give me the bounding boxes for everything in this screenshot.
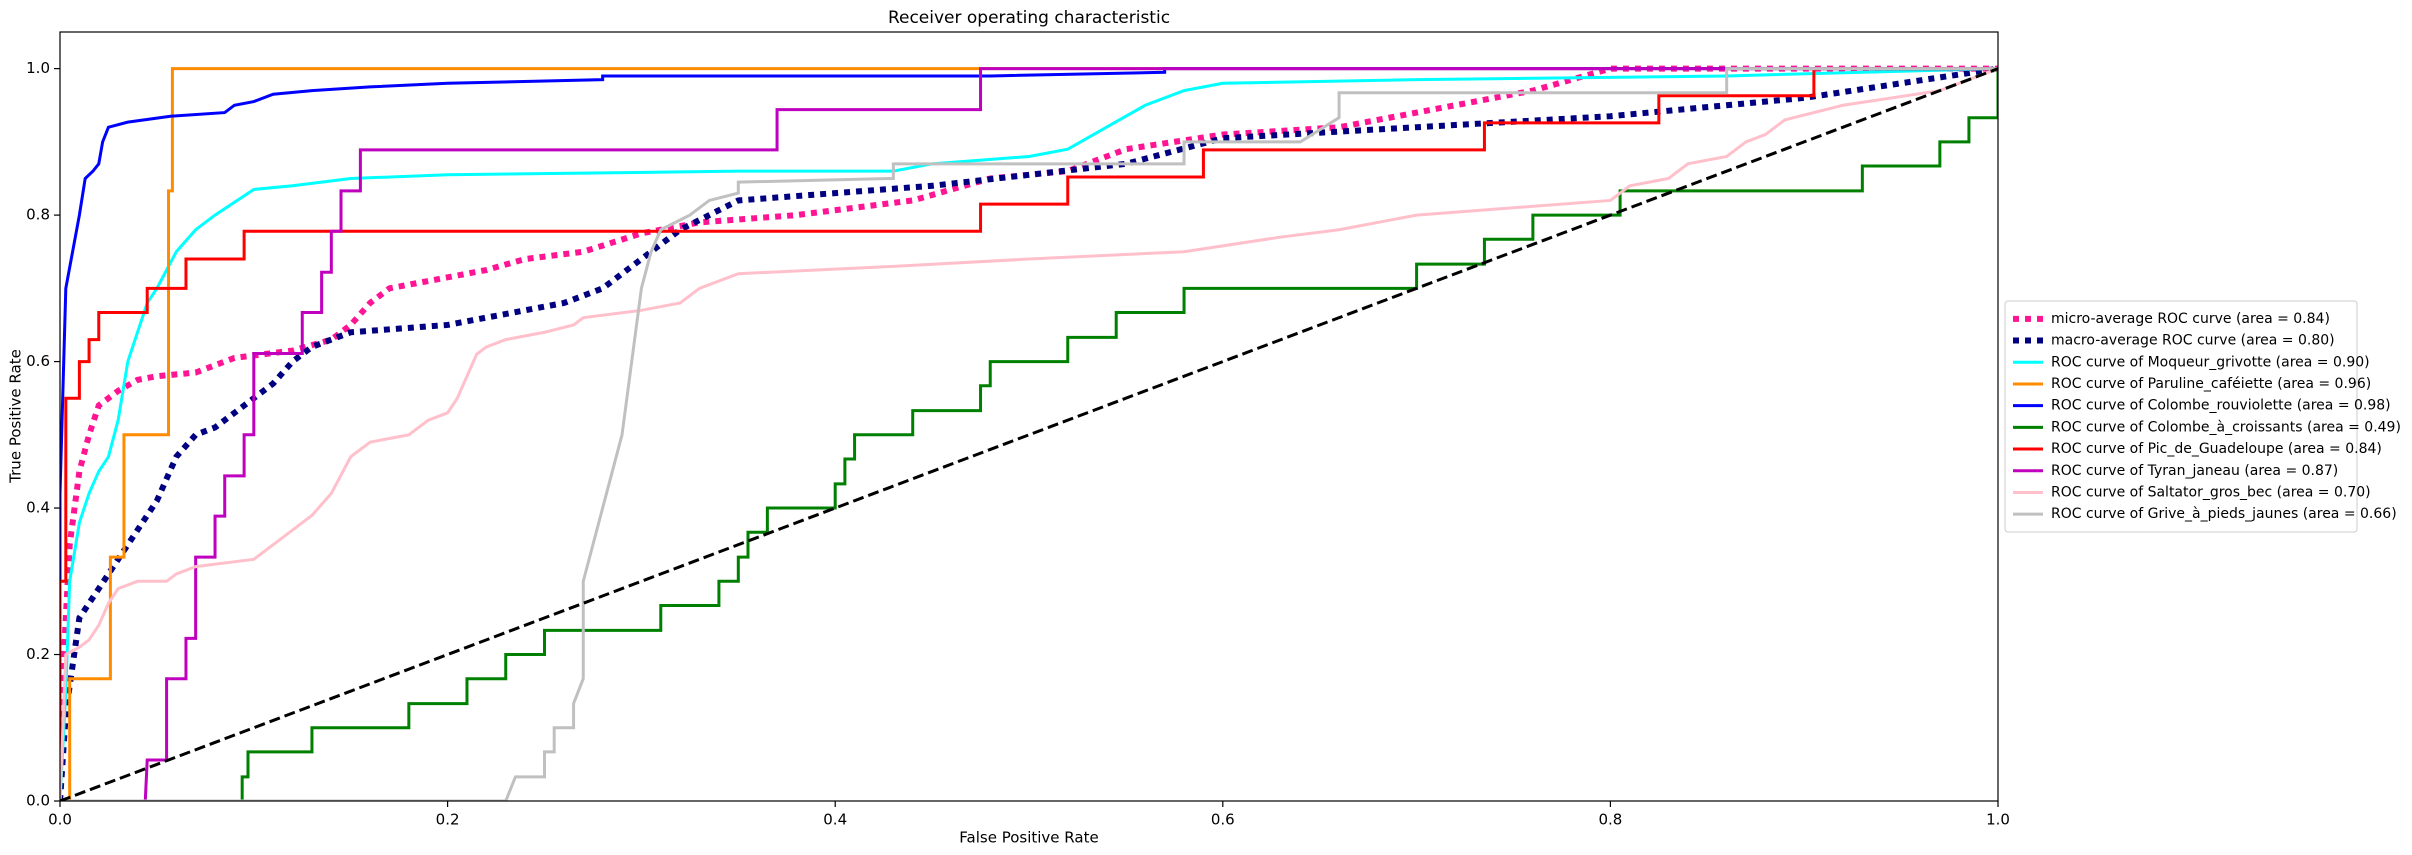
y-tick-label: 0.8 [26,206,50,224]
legend-label: macro-average ROC curve (area = 0.80) [2051,333,2335,349]
x-tick-label: 0.4 [823,811,847,829]
x-tick-label: 0.8 [1598,811,1622,829]
plot-frame [59,31,1999,802]
x-tick-label: 0.6 [1211,811,1235,829]
y-tick-label: 0.2 [26,645,50,663]
roc-curve [60,67,1998,801]
roc-curve [60,67,1998,801]
roc-curve [60,67,1998,801]
x-axis-label: False Positive Rate [959,829,1098,847]
y-tick-label: 1.0 [26,59,50,77]
x-tick-label: 1.0 [1986,811,2010,829]
x-tick-label: 0.2 [436,811,460,829]
legend-label: ROC curve of Tyran_janeau (area = 0.87) [2051,463,2338,479]
legend-label: ROC curve of Grive_à_pieds_jaunes (area … [2051,506,2397,522]
roc-curve [143,67,1998,801]
roc-curve [60,67,1998,801]
roc-curve [240,68,1998,801]
chart-title: Receiver operating characteristic [888,8,1170,28]
y-tick-label: 0.4 [26,499,50,517]
legend-label: ROC curve of Paruline_caféiette (area = … [2051,376,2371,392]
legend-label: ROC curve of Colombe_à_croissants (area … [2051,419,2401,435]
roc-curve [60,67,1998,801]
legend-label: micro-average ROC curve (area = 0.84) [2051,311,2330,327]
roc-curve [60,67,1998,801]
roc-curve [60,65,1998,801]
legend-label: ROC curve of Colombe_rouviolette (area =… [2051,398,2391,414]
y-axis-label: True Positive Rate [7,349,25,484]
y-tick-label: 0.0 [26,792,50,810]
legend-label: ROC curve of Moqueur_grivotte (area = 0.… [2051,354,2370,370]
legend-label: ROC curve of Pic_de_Guadeloupe (area = 0… [2051,441,2382,457]
roc-curve [60,65,1998,801]
legend-label: ROC curve of Saltator_gros_bec (area = 0… [2051,484,2371,500]
x-tick-label: 0.0 [48,811,72,829]
roc-curve [60,67,1998,801]
legend-box [2004,300,2358,533]
y-tick-label: 0.6 [26,352,50,370]
